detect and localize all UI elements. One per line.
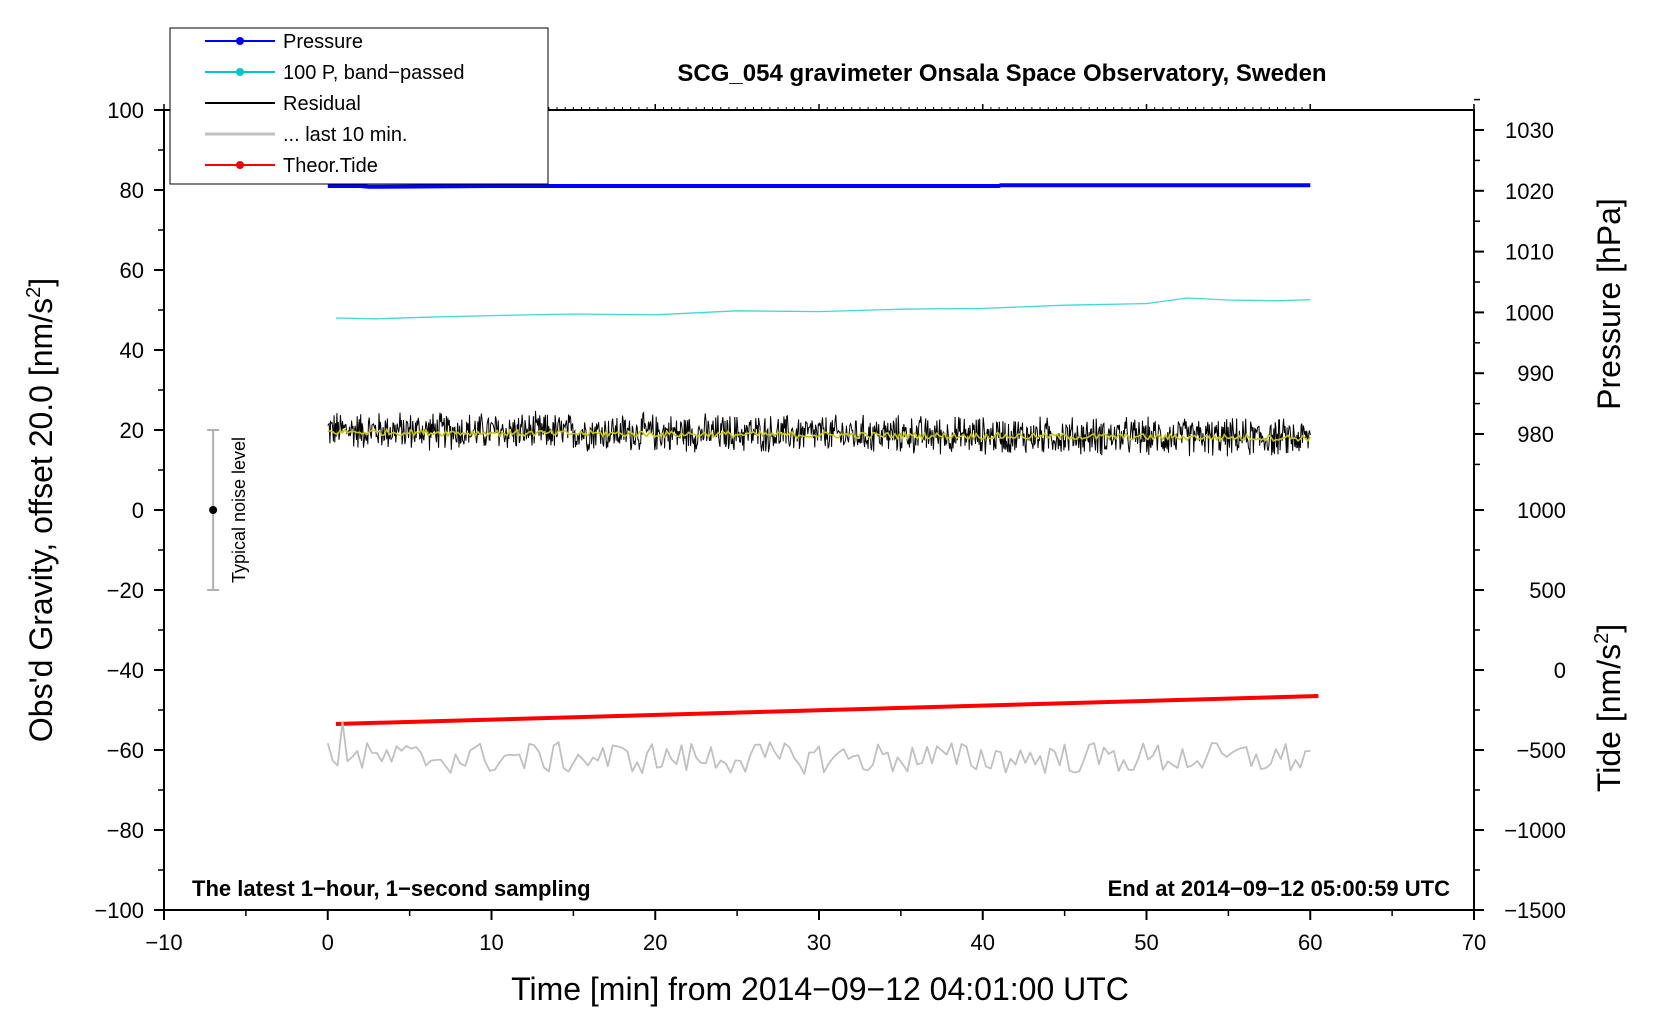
x-tick-label: 0 (322, 930, 334, 955)
pressure-axis-title: Pressure [hPa] (1591, 198, 1627, 410)
tide-axis-title-end: ] (1591, 624, 1627, 633)
y-axis-title-text: Obs'd Gravity, offset 20.0 [nm/s (23, 298, 59, 742)
tide-tick-label: −1500 (1504, 898, 1566, 923)
legend-marker (236, 68, 244, 76)
note-left: The latest 1−hour, 1−second sampling (192, 876, 591, 901)
pressure-tick-label: 980 (1517, 422, 1554, 447)
y-tick-label: 0 (132, 498, 144, 523)
x-tick-label: 20 (643, 930, 667, 955)
x-tick-label: 50 (1134, 930, 1158, 955)
pressure-tick-label: 990 (1517, 361, 1554, 386)
chart-title: SCG_054 gravimeter Onsala Space Observat… (677, 60, 1326, 87)
residual-line (327, 410, 1311, 457)
x-tick-label: 30 (807, 930, 831, 955)
y-tick-label: −20 (107, 578, 144, 603)
axes-ticks: −10 0 10 20 30 40 50 60 70−100−80−60−40−20020406… (94, 98, 1566, 955)
y-axis-title: Obs'd Gravity, offset 20.0 [nm/s2] (23, 278, 59, 742)
y-axis-title-sup: 2 (23, 287, 45, 298)
y-tick-label: −100 (94, 898, 144, 923)
tide-line (335, 694, 1319, 726)
pressure-tick-label: 1030 (1505, 118, 1554, 143)
y-axis-title-end: ] (23, 278, 59, 287)
legend-label: 100 P, band−passed (283, 62, 464, 84)
tide-tick-label: 1000 (1517, 498, 1566, 523)
x-tick-label: −10 (145, 930, 182, 955)
x-tick-label: 70 (1462, 930, 1486, 955)
noise-level-indicator: Typical noise level (207, 429, 249, 591)
pressure-tick-label: 1010 (1505, 240, 1554, 265)
x-tick-label: 60 (1298, 930, 1322, 955)
tide-tick-label: 0 (1554, 658, 1566, 683)
y-tick-label: 20 (120, 418, 144, 443)
legend-label: Pressure (283, 31, 363, 53)
series-layer (326, 183, 1319, 775)
legend-marker (236, 37, 244, 45)
y-tick-label: 80 (120, 178, 144, 203)
tide-tick-label: −500 (1516, 738, 1566, 763)
y-tick-label: 60 (120, 258, 144, 283)
legend: Pressure 100 P, band−passed Residual ... la… (169, 27, 549, 185)
y-tick-label: −60 (107, 738, 144, 763)
legend-label: Theor.Tide (283, 155, 378, 177)
tide-tick-label: 500 (1529, 578, 1566, 603)
plot-frame (163, 109, 1475, 911)
x-tick-label: 10 (479, 930, 503, 955)
x-axis-title: Time [min] from 2014−09−12 04:01:00 UTC (511, 971, 1129, 1007)
pressure-tick-label: 1000 (1505, 300, 1554, 325)
tide-tick-label: −1000 (1504, 818, 1566, 843)
y-tick-label: −40 (107, 658, 144, 683)
pressure-bandpassed-line (335, 297, 1311, 320)
note-right: End at 2014−09−12 05:00:59 UTC (1108, 876, 1451, 901)
residual-smoothed-line (327, 427, 1311, 443)
noise-level-label: Typical noise level (229, 437, 249, 583)
y-tick-label: −80 (107, 818, 144, 843)
legend-label: Residual (283, 93, 361, 115)
tide-axis-title-text: Tide [nm/s (1591, 644, 1627, 792)
y-tick-label: 40 (120, 338, 144, 363)
y-tick-label: 100 (107, 98, 144, 123)
legend-marker (236, 161, 244, 169)
tide-axis-title-sup: 2 (1591, 633, 1613, 644)
legend-label: ... last 10 min. (283, 124, 408, 146)
x-tick-label: 40 (971, 930, 995, 955)
last-10-min-line (326, 721, 1311, 775)
pressure-line (327, 183, 1311, 189)
noise-bar-center (209, 506, 218, 514)
pressure-tick-label: 1020 (1505, 179, 1554, 204)
tide-axis-title: Tide [nm/s2] (1591, 624, 1627, 792)
legend-box (169, 27, 549, 185)
